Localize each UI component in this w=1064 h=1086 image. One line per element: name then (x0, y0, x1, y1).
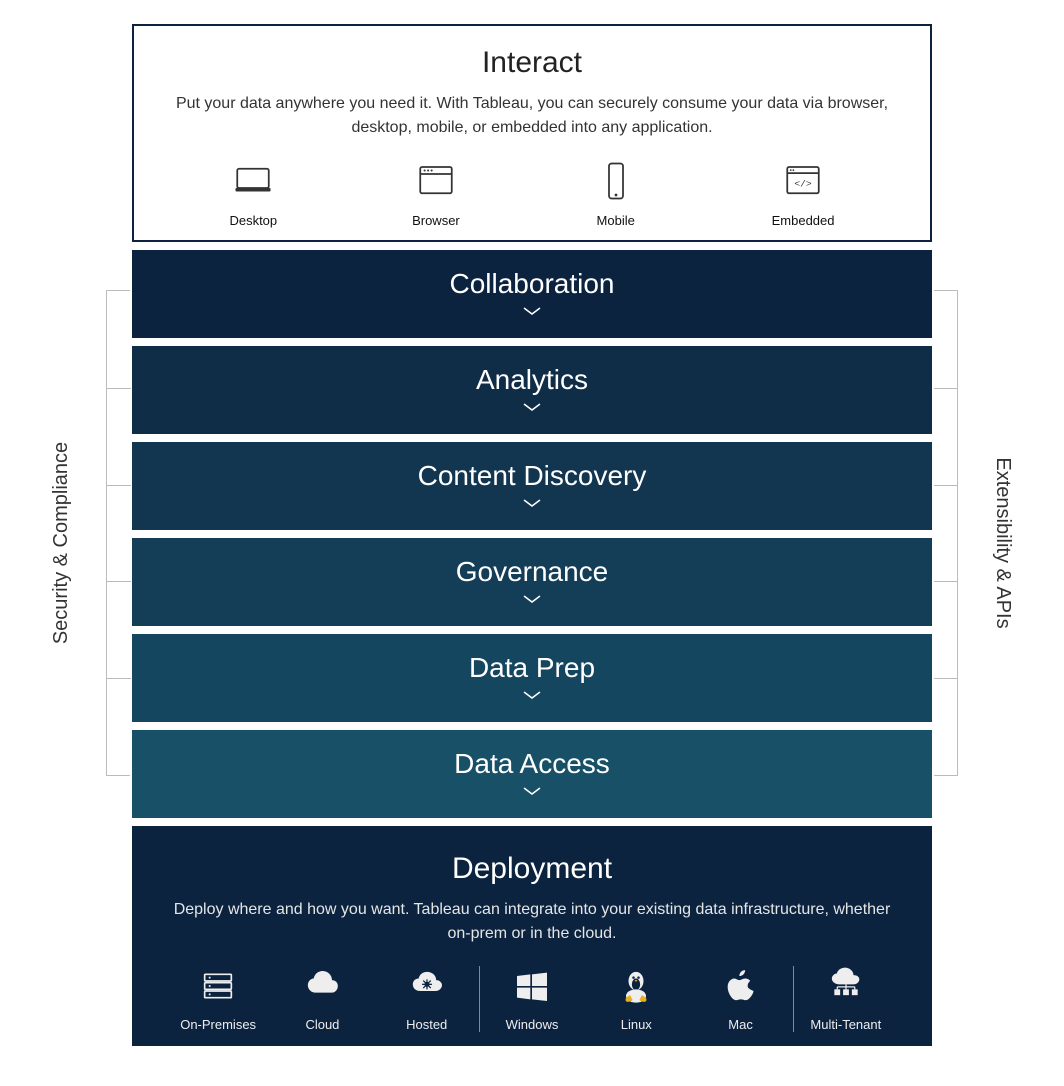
linux-icon (616, 966, 656, 1009)
deploy-item-cloud: Cloud (270, 966, 374, 1032)
interact-item-desktop: Desktop (229, 160, 277, 228)
embedded-icon: </> (782, 160, 824, 205)
platform-diagram: Security & Compliance Extensibility & AP… (0, 0, 1064, 1086)
layer-data-access[interactable]: Data Access (132, 730, 932, 818)
deployment-title: Deployment (162, 852, 902, 886)
deployment-desc: Deploy where and how you want. Tableau c… (162, 898, 902, 946)
deploy-item-multi: Multi-Tenant (794, 966, 898, 1032)
layer-title: Data Access (132, 748, 932, 780)
layer-content-discovery[interactable]: Content Discovery (132, 442, 932, 530)
chevron-down-icon (522, 786, 542, 796)
svg-text:</>: </> (794, 178, 812, 189)
deploy-item-label: Multi-Tenant (810, 1017, 881, 1032)
chevron-down-icon (522, 306, 542, 316)
layer-data-prep[interactable]: Data Prep (132, 634, 932, 722)
side-label-extensibility: Extensibility & APIs (991, 457, 1014, 628)
chevron-down-icon (522, 594, 542, 604)
layer-title: Analytics (132, 364, 932, 396)
browser-icon (415, 160, 457, 205)
deploy-item-linux: Linux (584, 966, 688, 1032)
cloud-icon (302, 966, 342, 1009)
layer-governance[interactable]: Governance (132, 538, 932, 626)
interact-item-label: Embedded (772, 213, 835, 228)
interact-item-embedded: </> Embedded (772, 160, 835, 228)
interact-item-browser: Browser (412, 160, 460, 228)
hosted-icon (407, 966, 447, 1009)
deploy-item-windows: Windows (480, 966, 584, 1032)
deploy-item-label: Windows (506, 1017, 559, 1032)
deploy-item-hosted: Hosted (375, 966, 479, 1032)
mac-icon (721, 966, 761, 1009)
deploy-item-label: On-Premises (180, 1017, 256, 1032)
chevron-down-icon (522, 690, 542, 700)
bracket-left (106, 290, 130, 776)
layer-stack: Interact Put your data anywhere you need… (132, 24, 932, 1046)
interact-panel: Interact Put your data anywhere you need… (132, 24, 932, 242)
multi-icon (826, 966, 866, 1009)
deployment-icon-row: On-Premises Cloud Hosted Windows Linux Mac Mul… (162, 966, 902, 1032)
deploy-item-label: Linux (621, 1017, 652, 1032)
deploy-item-label: Mac (728, 1017, 753, 1032)
middle-layers: Collaboration Analytics Content Discovery G… (132, 250, 932, 818)
desktop-icon (232, 160, 274, 205)
deploy-item-label: Cloud (305, 1017, 339, 1032)
layer-collaboration[interactable]: Collaboration (132, 250, 932, 338)
deploy-item-onprem: On-Premises (166, 966, 270, 1032)
interact-item-label: Browser (412, 213, 460, 228)
layer-title: Collaboration (132, 268, 932, 300)
layer-analytics[interactable]: Analytics (132, 346, 932, 434)
side-label-security: Security & Compliance (50, 442, 73, 644)
layer-title: Content Discovery (132, 460, 932, 492)
interact-item-label: Desktop (229, 213, 277, 228)
interact-desc: Put your data anywhere you need it. With… (162, 92, 902, 140)
onprem-icon (198, 966, 238, 1009)
layer-title: Governance (132, 556, 932, 588)
interact-item-label: Mobile (597, 213, 635, 228)
mobile-icon (595, 160, 637, 205)
chevron-down-icon (522, 498, 542, 508)
windows-icon (512, 966, 552, 1009)
interact-title: Interact (162, 46, 902, 80)
chevron-down-icon (522, 402, 542, 412)
bracket-right (934, 290, 958, 776)
deploy-item-mac: Mac (688, 966, 792, 1032)
layer-title: Data Prep (132, 652, 932, 684)
interact-icon-row: Desktop Browser Mobile </> Embedded (162, 160, 902, 228)
deploy-item-label: Hosted (406, 1017, 447, 1032)
interact-item-mobile: Mobile (595, 160, 637, 228)
deployment-panel: Deployment Deploy where and how you want… (132, 826, 932, 1046)
